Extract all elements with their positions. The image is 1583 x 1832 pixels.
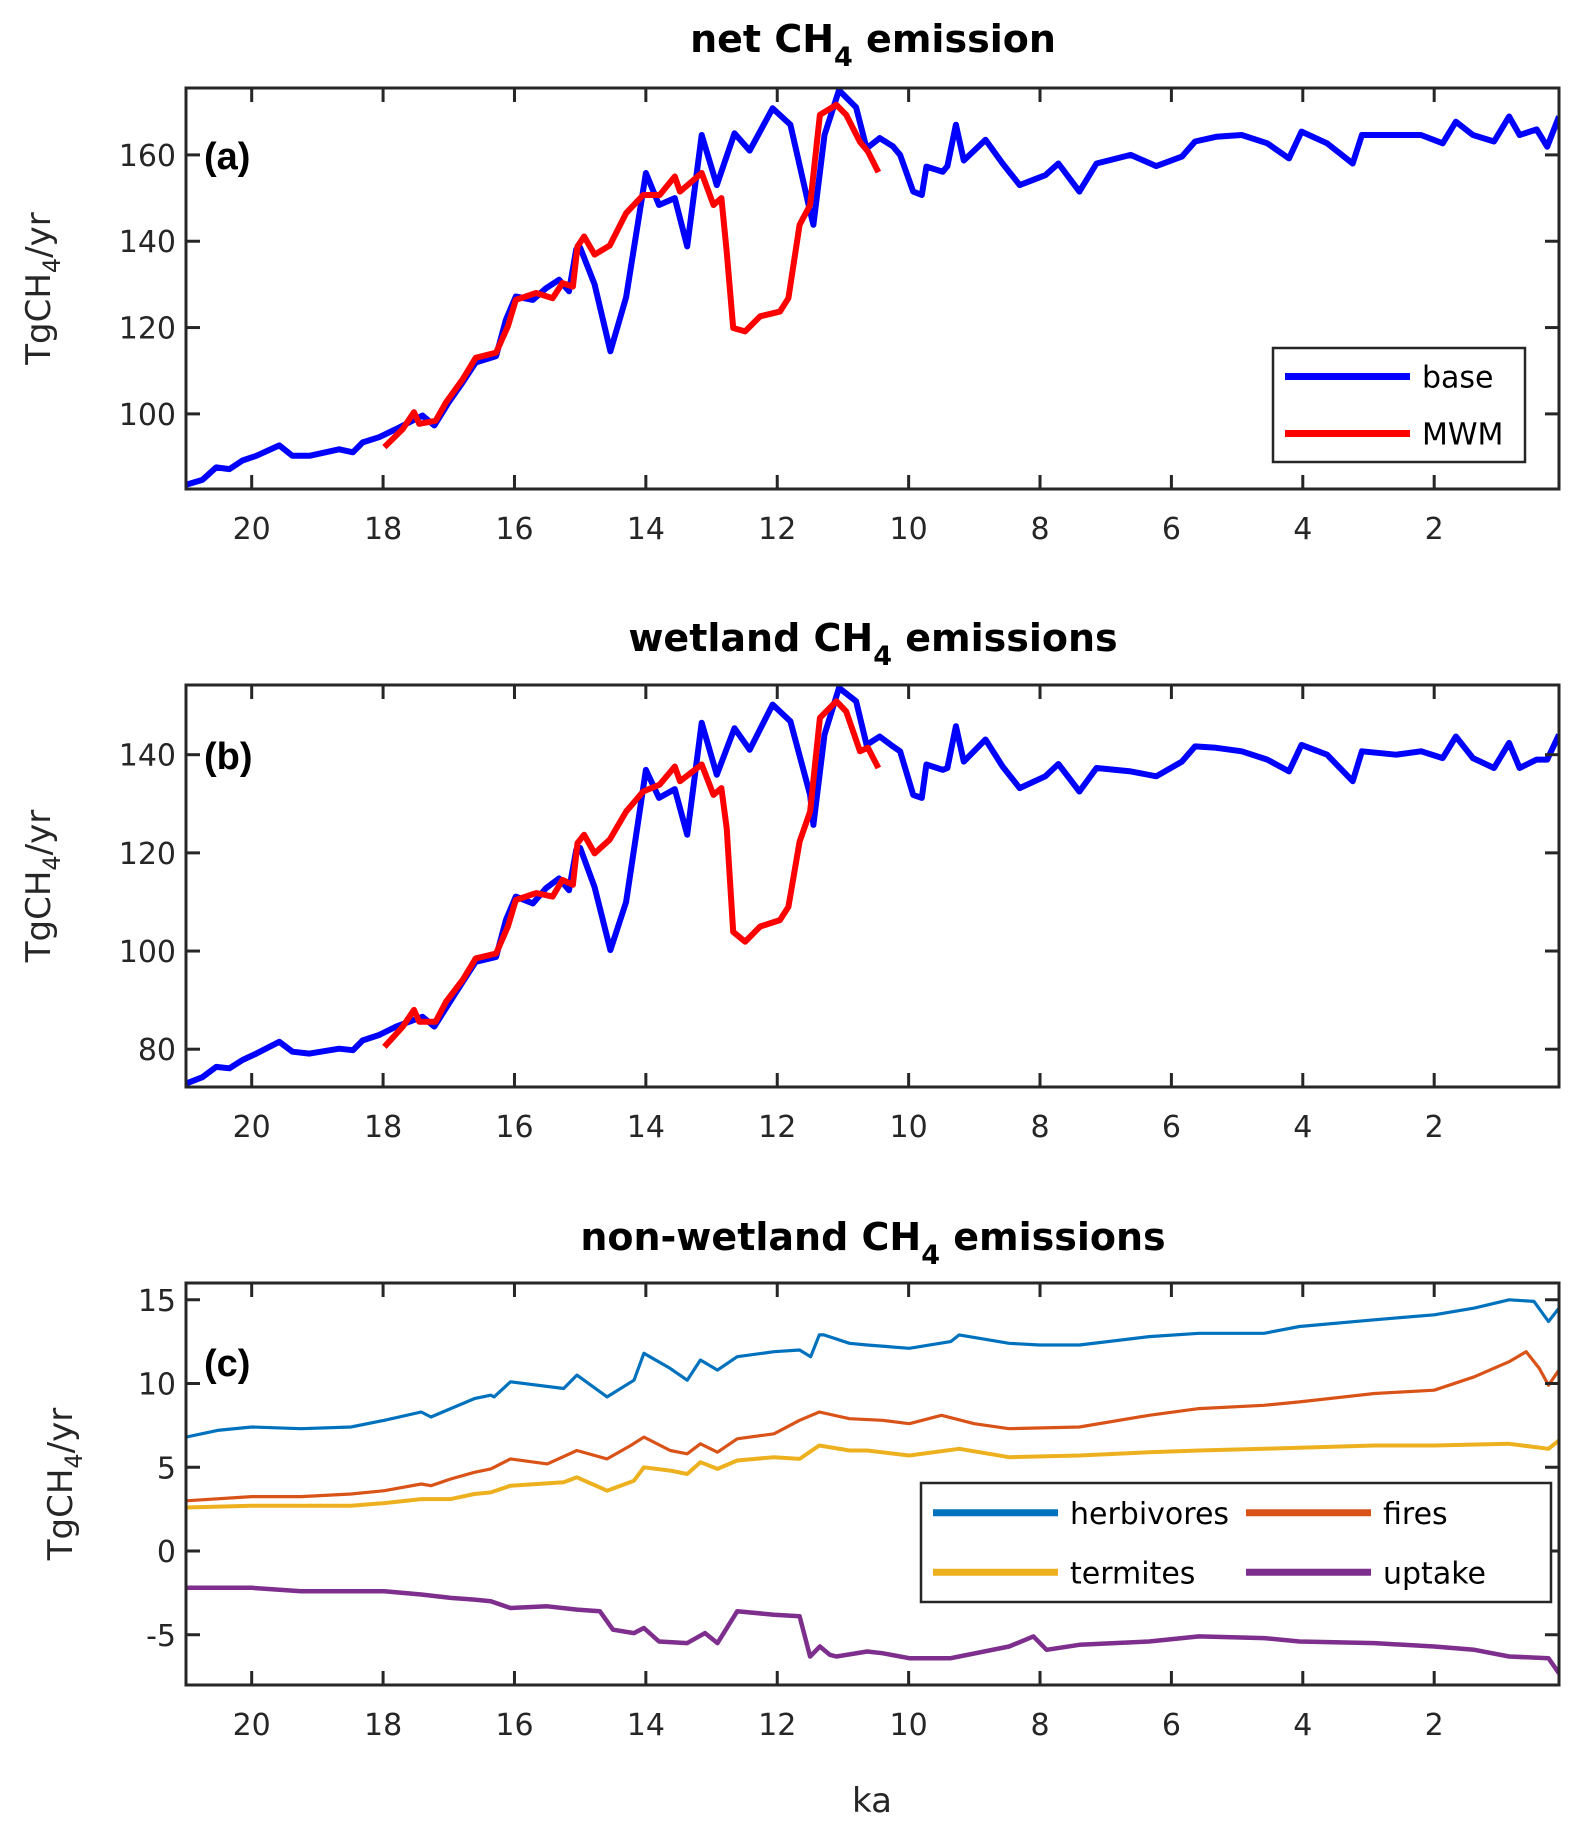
x-tick-label: 2 [1425, 1708, 1444, 1743]
x-tick-label: 18 [364, 1110, 402, 1145]
y-tick-label: 120 [119, 312, 176, 347]
x-tick-label: 6 [1162, 1110, 1181, 1145]
legend-box [1271, 346, 1527, 464]
x-axis-label: ka [852, 1781, 892, 1821]
x-tick-label: 6 [1162, 512, 1181, 547]
x-tick-label: 2 [1425, 1110, 1444, 1145]
x-tick-label: 2 [1425, 512, 1444, 547]
x-tick-label: 12 [758, 512, 796, 547]
series-line-herbivores [186, 1298, 1559, 1439]
series-line-base [186, 88, 1559, 488]
legend: herbivores fires termites uptake [919, 1481, 1553, 1604]
series-line-base [186, 685, 1559, 1087]
x-tick-label: 10 [890, 512, 928, 547]
series-group [186, 1298, 1559, 1675]
x-tick-label: 6 [1162, 1708, 1181, 1743]
y-tick-label: 0 [157, 1535, 176, 1570]
series-group [186, 685, 1559, 1087]
x-tick-label: 20 [233, 1110, 271, 1145]
x-tick-label: 12 [758, 1110, 796, 1145]
y-tick-label: 140 [119, 739, 176, 774]
legend-label-termites: termites [1070, 1556, 1195, 1591]
panel-b-title: wetland CH4 emissions [628, 616, 1117, 672]
legend-label-uptake: uptake [1383, 1556, 1486, 1591]
series-group [186, 88, 1559, 488]
panel-label: (a) [204, 136, 250, 178]
y-tick-label: 100 [119, 398, 176, 433]
x-tick-label: 18 [364, 1708, 402, 1743]
panel-label: (c) [204, 1343, 250, 1385]
x-tick-label: 4 [1293, 512, 1312, 547]
series-line-mwm [382, 698, 882, 1049]
legend-label-mwm: MWM [1422, 418, 1503, 453]
x-tick-label: 4 [1293, 1110, 1312, 1145]
legend-label-fires: fires [1383, 1497, 1448, 1532]
y-tick-label: 80 [138, 1033, 176, 1068]
axes-box [184, 86, 1561, 491]
legend-label-base: base [1422, 361, 1494, 396]
x-tick-label: 10 [890, 1708, 928, 1743]
y-tick-label: 100 [119, 935, 176, 970]
x-tick-label: 16 [495, 512, 533, 547]
x-tick-label: 14 [627, 1110, 665, 1145]
legend-label-herbivores: herbivores [1070, 1497, 1229, 1532]
legend-box [919, 1481, 1553, 1604]
y-axis-label: TgCH4/yr [41, 1408, 88, 1562]
y-tick-label: 160 [119, 139, 176, 174]
x-tick-label: 10 [890, 1110, 928, 1145]
x-tick-label: 8 [1030, 512, 1049, 547]
series-line-fires [186, 1350, 1559, 1503]
series-line-uptake [186, 1585, 1559, 1675]
y-tick-label: -5 [146, 1619, 176, 1654]
y-tick-label: 15 [138, 1284, 176, 1319]
y-axis-label: TgCH4/yr [19, 810, 66, 964]
x-tick-label: 20 [233, 1708, 271, 1743]
x-tick-label: 12 [758, 1708, 796, 1743]
y-tick-label: 10 [138, 1368, 176, 1403]
y-axis-label: TgCH4/yr [19, 212, 66, 366]
legend: base MWM [1271, 346, 1527, 464]
x-tick-label: 8 [1030, 1110, 1049, 1145]
panel-c-non-wetland-emissions: non-wetland CH4 emissions 20 18 16 14 12 10 8 6… [41, 1215, 1561, 1821]
x-tick-label: 16 [495, 1110, 533, 1145]
panel-c-title: non-wetland CH4 emissions [580, 1215, 1165, 1271]
x-tick-label: 18 [364, 512, 402, 547]
axes-box [184, 683, 1561, 1089]
y-tick-label: 120 [119, 837, 176, 872]
axes-box [184, 1281, 1561, 1687]
x-tick-label: 16 [495, 1708, 533, 1743]
panel-a-title: net CH4 emission [690, 17, 1056, 73]
x-tick-label: 14 [627, 1708, 665, 1743]
y-tick-label: 5 [157, 1451, 176, 1486]
panel-a-net-emission: net CH4 emission 20 18 16 14 12 10 8 6 4 2 100 120 1… [19, 17, 1561, 547]
y-tick-label: 140 [119, 225, 176, 260]
x-tick-label: 8 [1030, 1708, 1049, 1743]
x-tick-label: 20 [233, 512, 271, 547]
x-tick-label: 4 [1293, 1708, 1312, 1743]
series-line-mwm [382, 101, 882, 450]
series-line-termites [186, 1438, 1559, 1510]
panel-label: (b) [204, 736, 253, 778]
x-tick-label: 14 [627, 512, 665, 547]
panel-b-wetland-emissions: wetland CH4 emissions 20 18 16 14 12 10 8 6 4 2 80… [19, 616, 1561, 1145]
